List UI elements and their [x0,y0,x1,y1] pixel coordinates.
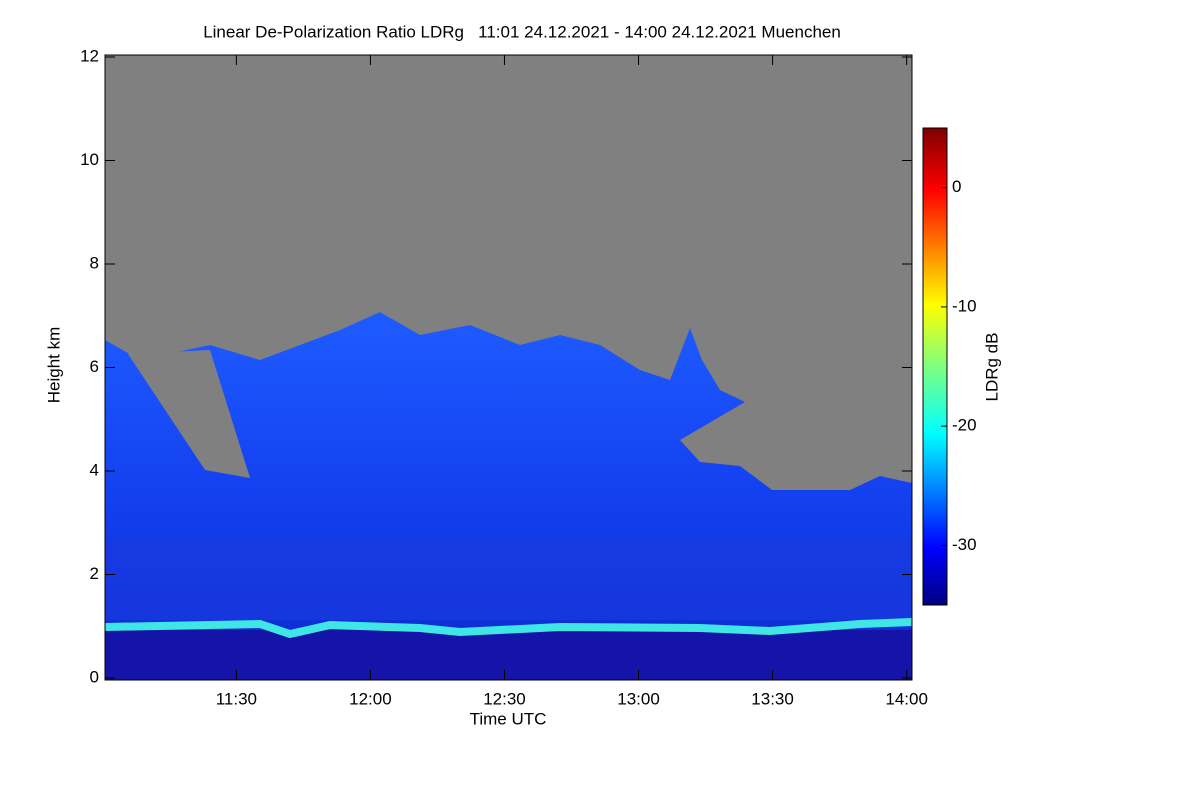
y-tick-label: 10 [80,150,99,169]
x-tick-label: 12:00 [349,689,392,708]
colorbar-label: LDRg dB [982,333,1001,402]
colorbar-tick-label: -10 [952,296,977,315]
y-tick-label: 4 [90,460,99,479]
x-tick-label: 14:00 [885,689,928,708]
y-tick-label: 2 [90,564,99,583]
colorbar-tick-label: -30 [952,535,977,554]
x-tick-label: 11:30 [216,689,257,708]
y-tick-label: 6 [90,357,99,376]
aerosol-top [104,618,913,639]
colorbar [922,127,948,606]
x-tick-label: 13:00 [617,689,660,708]
x-tick-label: 13:30 [751,689,794,708]
x-tick-label: 12:30 [483,689,526,708]
chart-title: Linear De-Polarization Ratio LDRg 11:01 … [203,22,841,41]
boundary-layer [105,630,912,680]
x-axis-label: Time UTC [470,709,547,728]
lower-layer [105,540,912,620]
y-tick-label: 0 [90,667,99,686]
y-tick-label: 8 [90,253,99,272]
colorbar-tick-label: 0 [952,177,961,196]
clear-wedge [128,350,250,478]
colorbar-tick-label: -20 [952,416,977,435]
heatmap-field [104,55,913,680]
y-tick-label: 12 [80,46,99,65]
y-axis-label: Height km [44,327,63,404]
